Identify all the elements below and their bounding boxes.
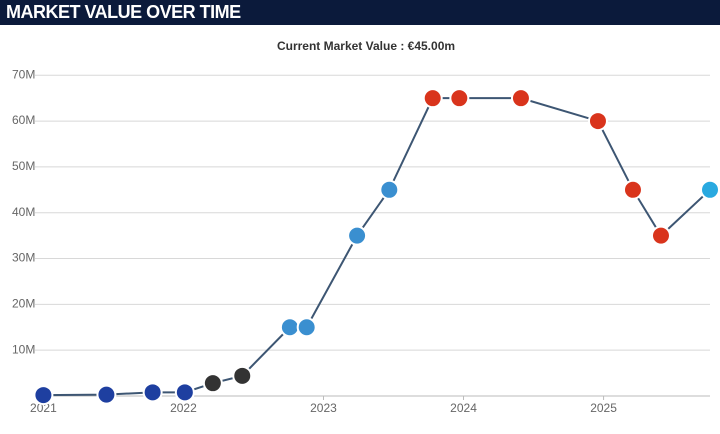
y-tick-label: 20M (12, 297, 35, 311)
point-marker (449, 88, 470, 109)
point-marker (510, 88, 531, 109)
x-tick-label: 2024 (450, 401, 477, 415)
y-tick-label: 60M (12, 113, 35, 127)
point-marker (379, 179, 400, 200)
chart-title: Current Market Value : €45.00m (277, 39, 455, 53)
y-tick-label: 40M (12, 205, 35, 219)
point-marker (422, 88, 443, 109)
point-marker (96, 384, 117, 405)
point-marker (279, 317, 300, 338)
point-marker (33, 385, 54, 406)
point-marker (622, 179, 643, 200)
y-tick-label: 70M (12, 67, 35, 81)
y-tick-label: 50M (12, 159, 35, 173)
point-marker (142, 382, 163, 403)
x-tick-label: 2021 (30, 401, 57, 415)
point-marker (296, 317, 317, 338)
x-tick-label: 2022 (170, 401, 197, 415)
point-marker (700, 179, 720, 200)
point-marker (174, 382, 195, 403)
header-title: MARKET VALUE OVER TIME (6, 2, 241, 22)
point-marker (587, 111, 608, 132)
y-tick-label: 10M (12, 342, 35, 356)
y-tick-label: 30M (12, 251, 35, 265)
point-marker (347, 225, 368, 246)
point-marker (232, 365, 253, 386)
point-marker (650, 225, 671, 246)
chart: Current Market Value : €45.00m 10M 20M 30M… (12, 39, 720, 415)
x-tick-label: 2025 (590, 401, 617, 415)
header: MARKET VALUE OVER TIME (0, 0, 720, 25)
x-tick-label: 2023 (310, 401, 337, 415)
point-marker (202, 373, 223, 394)
